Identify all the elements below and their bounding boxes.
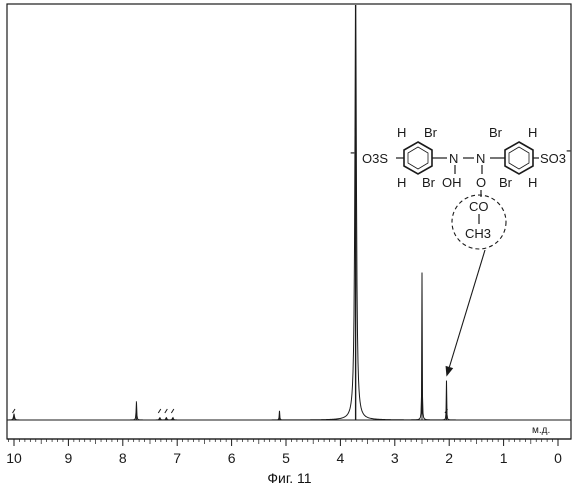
o-label: O: [476, 175, 486, 190]
spectrum-line: [8, 13, 570, 420]
br-bottom-left-label: Br: [422, 175, 436, 190]
br-top-left-label: Br: [424, 125, 438, 140]
br-bottom-right-label: Br: [499, 175, 513, 190]
arrow-shaft: [449, 250, 485, 367]
n-left-label: N: [449, 151, 458, 166]
integral-mark-1: [158, 409, 161, 413]
h-bottom-left-label: H: [397, 175, 406, 190]
integral-mark-3: [171, 409, 174, 413]
x-tick-label: 7: [173, 450, 181, 466]
arrow-head: [446, 366, 454, 377]
n-right-label: N: [476, 151, 485, 166]
x-tick-label: 3: [391, 450, 399, 466]
so3-right-charge-label: -: [566, 142, 571, 159]
right-ring-inner: [509, 147, 529, 169]
x-tick-label: 0: [554, 450, 562, 466]
x-axis-ticks: [9, 439, 558, 446]
integral-mark-2: [165, 409, 168, 413]
x-tick-label: 4: [337, 450, 345, 466]
integral-marks: [13, 409, 448, 413]
x-tick-label: 10: [6, 450, 22, 466]
h-top-right-label: H: [528, 125, 537, 140]
x-tick-label: 8: [119, 450, 127, 466]
so3-left-charge-label: -: [350, 144, 355, 161]
co-label: CO: [469, 199, 489, 214]
peak-markers: [14, 5, 446, 420]
h-top-left-label: H: [397, 125, 406, 140]
x-tick-label: 6: [228, 450, 236, 466]
integral-mark-0: [13, 409, 16, 413]
x-axis-tick-labels: 109876543210: [6, 450, 562, 466]
so3-right-label: SO3: [540, 151, 566, 166]
chemical-structure: H Br Br H - O3S N N SO3 - H Br OH O Br H…: [350, 125, 571, 249]
x-axis-unit-label: м.д.: [532, 425, 550, 436]
h-bottom-right-label: H: [528, 175, 537, 190]
annotation-arrow: [446, 250, 485, 377]
so3-left-label: O3S: [362, 151, 388, 166]
ch3-label: CH3: [465, 226, 491, 241]
x-tick-label: 1: [500, 450, 508, 466]
left-ring-inner: [408, 147, 428, 169]
oh-label: OH: [442, 175, 462, 190]
x-tick-label: 9: [65, 450, 73, 466]
plot-frame: [7, 4, 571, 439]
x-tick-label: 2: [445, 450, 453, 466]
br-top-right-label: Br: [489, 125, 503, 140]
x-tick-label: 5: [282, 450, 290, 466]
figure-caption: Фиг. 11: [0, 470, 579, 486]
